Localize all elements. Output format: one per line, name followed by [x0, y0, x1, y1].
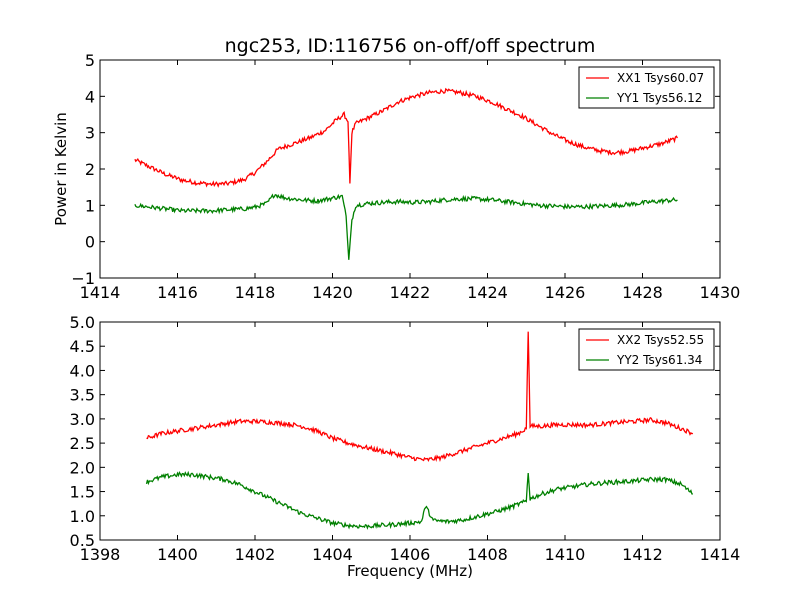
x-tick-label: 1406	[390, 545, 431, 564]
y-tick-label: 1	[85, 196, 95, 215]
y-tick-label: −1	[71, 269, 95, 288]
y-tick-label: 2	[85, 160, 95, 179]
chart-panel-1: 1414 1416 1418 1420 1422 1424 1426 1428 1430 −1 0 1…	[52, 35, 740, 302]
x-tick-label: 1428	[622, 283, 663, 302]
series-line-xx	[134, 87, 678, 188]
x-ticks: 1398 1400 1402 1404 1406 1408 1410 1412 1414	[80, 322, 741, 564]
series-line-yy	[134, 193, 678, 260]
x-tick-label: 1418	[235, 283, 276, 302]
legend-label: YY1 Tsys56.12	[616, 91, 702, 105]
x-tick-label: 1408	[467, 545, 508, 564]
y-axis-label: Power in Kelvin	[52, 112, 70, 226]
x-tick-label: 1430	[700, 283, 741, 302]
y-tick-label: 3.5	[70, 386, 95, 405]
x-tick-label: 1412	[622, 545, 663, 564]
x-tick-label: 1410	[545, 545, 586, 564]
x-tick-label: 1422	[390, 283, 431, 302]
legend-label: XX1 Tsys60.07	[617, 71, 704, 85]
legend-box	[578, 66, 715, 109]
y-tick-label: 2.5	[70, 434, 95, 453]
x-tick-label: 1420	[312, 283, 353, 302]
x-tick-label: 1426	[545, 283, 586, 302]
x-axis-label: Frequency (MHz)	[347, 562, 473, 580]
series-group	[134, 87, 678, 260]
series-line-xx	[146, 331, 694, 463]
y-tick-label: 4	[85, 87, 95, 106]
y-tick-label: 4.5	[70, 337, 95, 356]
series-line-yy	[145, 470, 693, 530]
x-tick-label: 1416	[157, 283, 198, 302]
x-tick-label: 1400	[157, 545, 198, 564]
y-tick-label: 0	[85, 233, 95, 252]
legend-box	[578, 328, 715, 371]
y-tick-label: 2.0	[70, 458, 95, 477]
y-ticks: 0.5 1.0 1.5 2.0 2.5 3.0 3.5 4.0 4.5 5.0	[70, 313, 720, 550]
y-tick-label: 1.0	[70, 507, 95, 526]
chart-title: ngc253, ID:116756 on-off/off spectrum	[225, 35, 596, 57]
y-tick-label: 3.0	[70, 410, 95, 429]
y-tick-label: 5.0	[70, 313, 95, 332]
x-tick-label: 1404	[312, 545, 353, 564]
x-tick-label: 1398	[80, 545, 121, 564]
y-tick-label: 5	[85, 51, 95, 70]
y-tick-label: 0.5	[70, 531, 95, 550]
legend-label: XX2 Tsys52.55	[617, 333, 704, 347]
y-tick-label: 3	[85, 124, 95, 143]
legend: XX2 Tsys52.55 YY2 Tsys61.34	[578, 328, 715, 371]
legend: XX1 Tsys60.07 YY1 Tsys56.12	[578, 66, 715, 109]
y-tick-label: 4.0	[70, 361, 95, 380]
x-ticks: 1414 1416 1418 1420 1422 1424 1426 1428 1430	[80, 60, 741, 302]
x-tick-label: 1414	[700, 545, 741, 564]
y-ticks: −1 0 1 2 3 4 5	[71, 51, 720, 288]
x-tick-label: 1424	[467, 283, 508, 302]
y-tick-label: 1.5	[70, 483, 95, 502]
chart-panel-2: 1398 1400 1402 1404 1406 1408 1410 1412 14140.51…	[70, 313, 741, 580]
x-tick-label: 1414	[80, 283, 121, 302]
x-tick-label: 1402	[235, 545, 276, 564]
series-group	[145, 331, 694, 530]
legend-label: YY2 Tsys61.34	[616, 353, 702, 367]
